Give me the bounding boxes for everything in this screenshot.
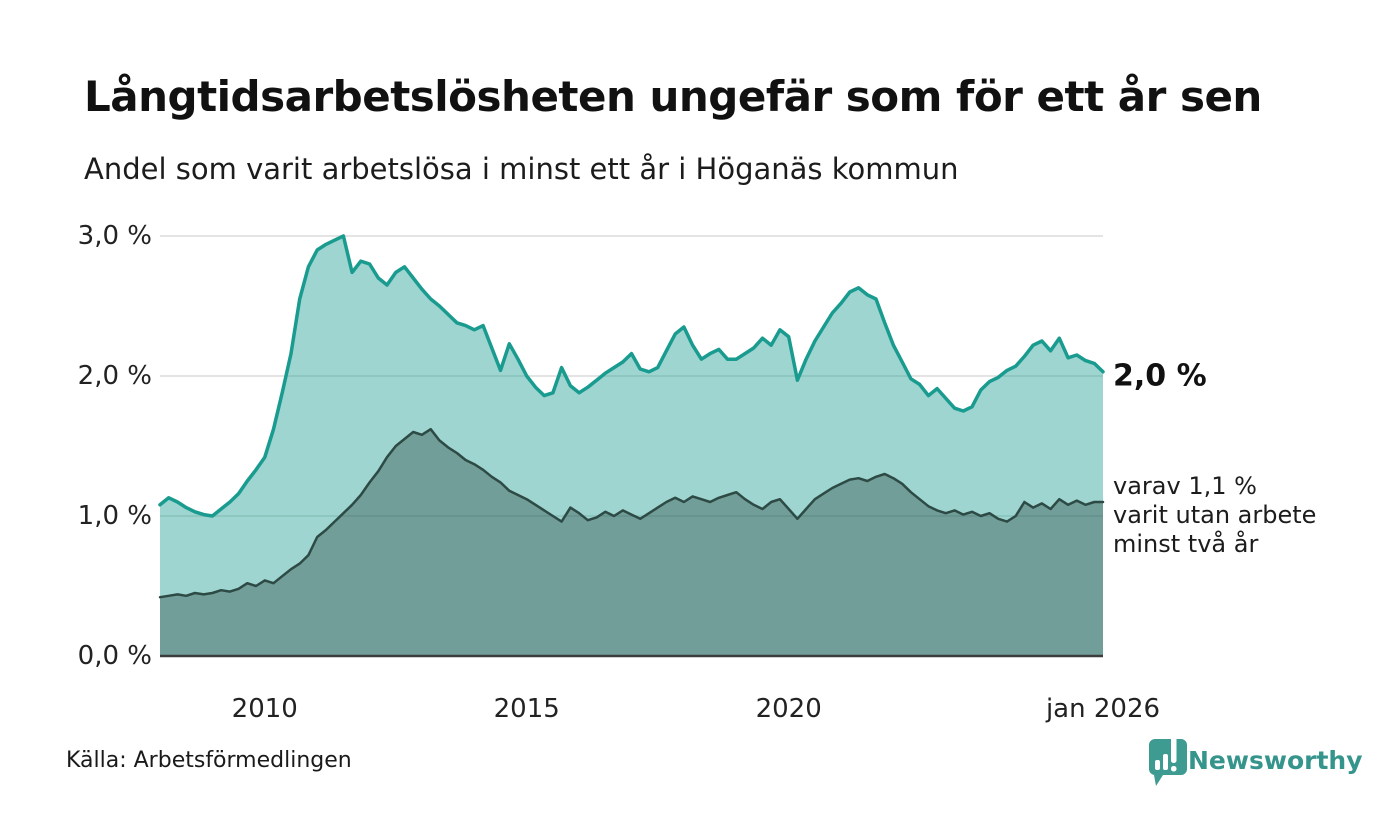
x-axis-tick-label: 2015 (493, 694, 560, 724)
source-note: Källa: Arbetsförmedlingen (66, 748, 352, 773)
latest-subvalue-line: varav 1,1 % (1113, 472, 1257, 500)
series-line (158, 427, 1105, 599)
x-axis-tick-label: jan 2026 (1045, 694, 1161, 724)
y-axis-tick-label: 3,0 % (77, 221, 152, 251)
latest-subvalue-line: minst två år (1113, 530, 1259, 558)
y-axis-tick-label: 0,0 % (77, 641, 152, 671)
series-line (158, 234, 1105, 518)
y-axis-tick-label: 2,0 % (77, 361, 152, 391)
x-axis-tick-label: 2010 (231, 694, 298, 724)
latest-subvalue-label: varav 1,1 % varit utan arbete minst två … (1113, 472, 1316, 559)
x-axis-tick-label: 2020 (755, 694, 822, 724)
area-fill (160, 429, 1103, 656)
newsworthy-logo-icon (1149, 736, 1187, 786)
chart-subtitle: Andel som varit arbetslösa i minst ett å… (84, 152, 959, 186)
chart-title: Långtidsarbetslösheten ungefär som för e… (84, 72, 1262, 121)
y-axis-tick-label: 1,0 % (77, 501, 152, 531)
newsworthy-logo-text: Newsworthy (1188, 746, 1363, 775)
latest-value-label: 2,0 % (1113, 358, 1207, 394)
area-fill (160, 236, 1103, 656)
latest-subvalue-line: varit utan arbete (1113, 501, 1317, 529)
newsworthy-logo: Newsworthy (1146, 736, 1363, 792)
